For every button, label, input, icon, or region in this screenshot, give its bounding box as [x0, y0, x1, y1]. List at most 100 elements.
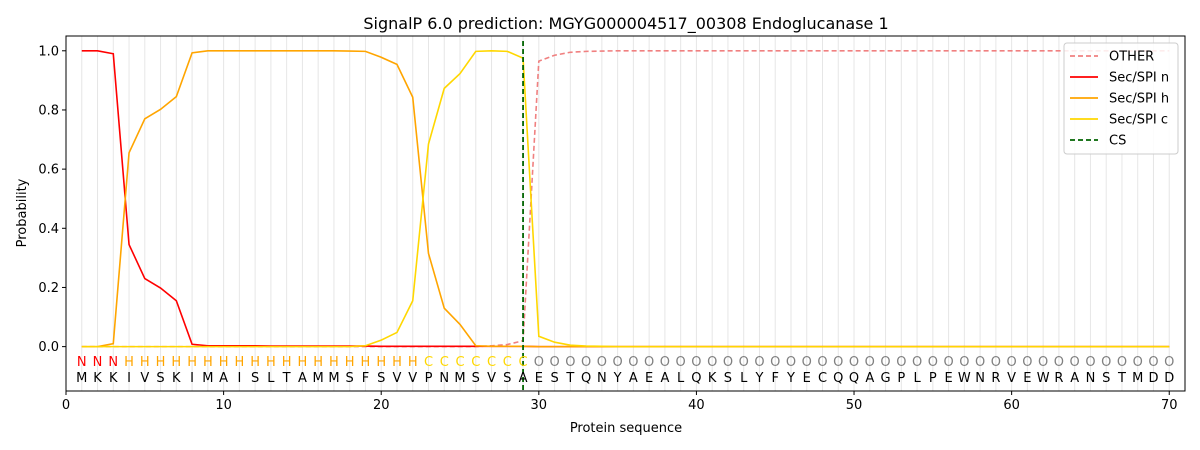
region-label: O [581, 355, 591, 370]
residue-label: W [1037, 371, 1050, 386]
region-label: O [1101, 355, 1111, 370]
residue-label: L [913, 371, 921, 386]
residue-label: M [313, 371, 324, 386]
region-label: H [392, 355, 402, 370]
region-label: O [1007, 355, 1017, 370]
region-label: O [943, 355, 953, 370]
series-line-sec-spi-c [81, 49, 1170, 348]
residue-label: Y [613, 371, 622, 386]
region-label: O [660, 355, 670, 370]
legend: OTHER Sec/SPI n Sec/SPI h Sec/SPI c CS [1063, 42, 1179, 155]
residue-label: Q [581, 371, 591, 386]
residue-label: K [172, 371, 181, 386]
y-axis-label: Probability [15, 178, 30, 247]
region-label: O [1070, 355, 1080, 370]
x-tick-label: 70 [1161, 398, 1178, 413]
region-label: N [93, 355, 103, 370]
residue-label: N [1086, 371, 1096, 386]
region-label: O [786, 355, 796, 370]
residue-label: E [803, 371, 811, 386]
residue-label: K [708, 371, 717, 386]
residue-label: T [565, 371, 574, 386]
residue-label: Y [754, 371, 763, 386]
residue-label: M [202, 371, 213, 386]
residue-label: S [724, 371, 732, 386]
region-label: C [440, 355, 449, 370]
region-label: O [1164, 355, 1174, 370]
region-label: C [519, 355, 528, 370]
residue-label: K [109, 371, 118, 386]
region-label: O [1054, 355, 1064, 370]
region-label: N [77, 355, 87, 370]
legend-box [1063, 42, 1179, 155]
residue-label: Q [849, 371, 859, 386]
residue-label: E [944, 371, 952, 386]
region-label: O [817, 355, 827, 370]
series-lines [81, 41, 1170, 391]
region-label: N [108, 355, 118, 370]
residue-label: S [346, 371, 354, 386]
region-label: O [959, 355, 969, 370]
residue-label: G [881, 371, 891, 386]
residue-label: V [487, 371, 496, 386]
region-label: O [770, 355, 780, 370]
residue-label: I [190, 371, 194, 386]
residue-label: N [597, 371, 607, 386]
residue-label: C [818, 371, 827, 386]
region-label: O [1133, 355, 1143, 370]
region-label: O [676, 355, 686, 370]
residue-label: R [991, 371, 1000, 386]
residue-label: I [237, 371, 241, 386]
region-label: H [376, 355, 386, 370]
region-label: H [329, 355, 339, 370]
region-label: O [707, 355, 717, 370]
x-axis-label: Protein sequence [570, 421, 682, 436]
region-label: O [644, 355, 654, 370]
residue-label: N [975, 371, 985, 386]
residue-label: F [362, 371, 369, 386]
region-label: H [156, 355, 166, 370]
residue-label: A [1070, 371, 1079, 386]
y-tick-label: 0.4 [38, 222, 59, 237]
legend-label: Sec/SPI c [1109, 113, 1168, 128]
region-label: O [991, 355, 1001, 370]
y-tick-label: 1.0 [38, 44, 59, 59]
sequence-annotations: NMNKNKHIHVHSHKHIHMHAHIHSHLHTHAHMHMHSHFHS… [76, 355, 1174, 386]
region-label: H [187, 355, 197, 370]
residue-label: A [219, 371, 228, 386]
region-label: O [928, 355, 938, 370]
residue-label: Y [786, 371, 795, 386]
residue-label: S [503, 371, 511, 386]
region-label: H [171, 355, 181, 370]
region-label: O [613, 355, 623, 370]
x-tick-label: 10 [215, 398, 232, 413]
residue-label: V [408, 371, 417, 386]
region-label: O [754, 355, 764, 370]
residue-label: Q [691, 371, 701, 386]
plot-frame [65, 35, 1186, 392]
region-label: O [1038, 355, 1048, 370]
residue-label: V [1007, 371, 1016, 386]
region-label: H [250, 355, 260, 370]
region-label: C [424, 355, 433, 370]
region-label: O [1117, 355, 1127, 370]
x-tick-label: 60 [1003, 398, 1020, 413]
residue-label: V [140, 371, 149, 386]
residue-label: F [771, 371, 778, 386]
residue-label: I [127, 371, 131, 386]
residue-label: S [377, 371, 385, 386]
residue-label: A [629, 371, 638, 386]
region-label: O [597, 355, 607, 370]
residue-label: T [1117, 371, 1126, 386]
residue-label: L [740, 371, 748, 386]
region-label: H [124, 355, 134, 370]
residue-label: S [251, 371, 259, 386]
region-label: C [455, 355, 464, 370]
residue-label: A [660, 371, 669, 386]
region-label: O [833, 355, 843, 370]
residue-label: M [328, 371, 339, 386]
residue-label: Q [833, 371, 843, 386]
region-label: O [896, 355, 906, 370]
residue-label: T [282, 371, 291, 386]
